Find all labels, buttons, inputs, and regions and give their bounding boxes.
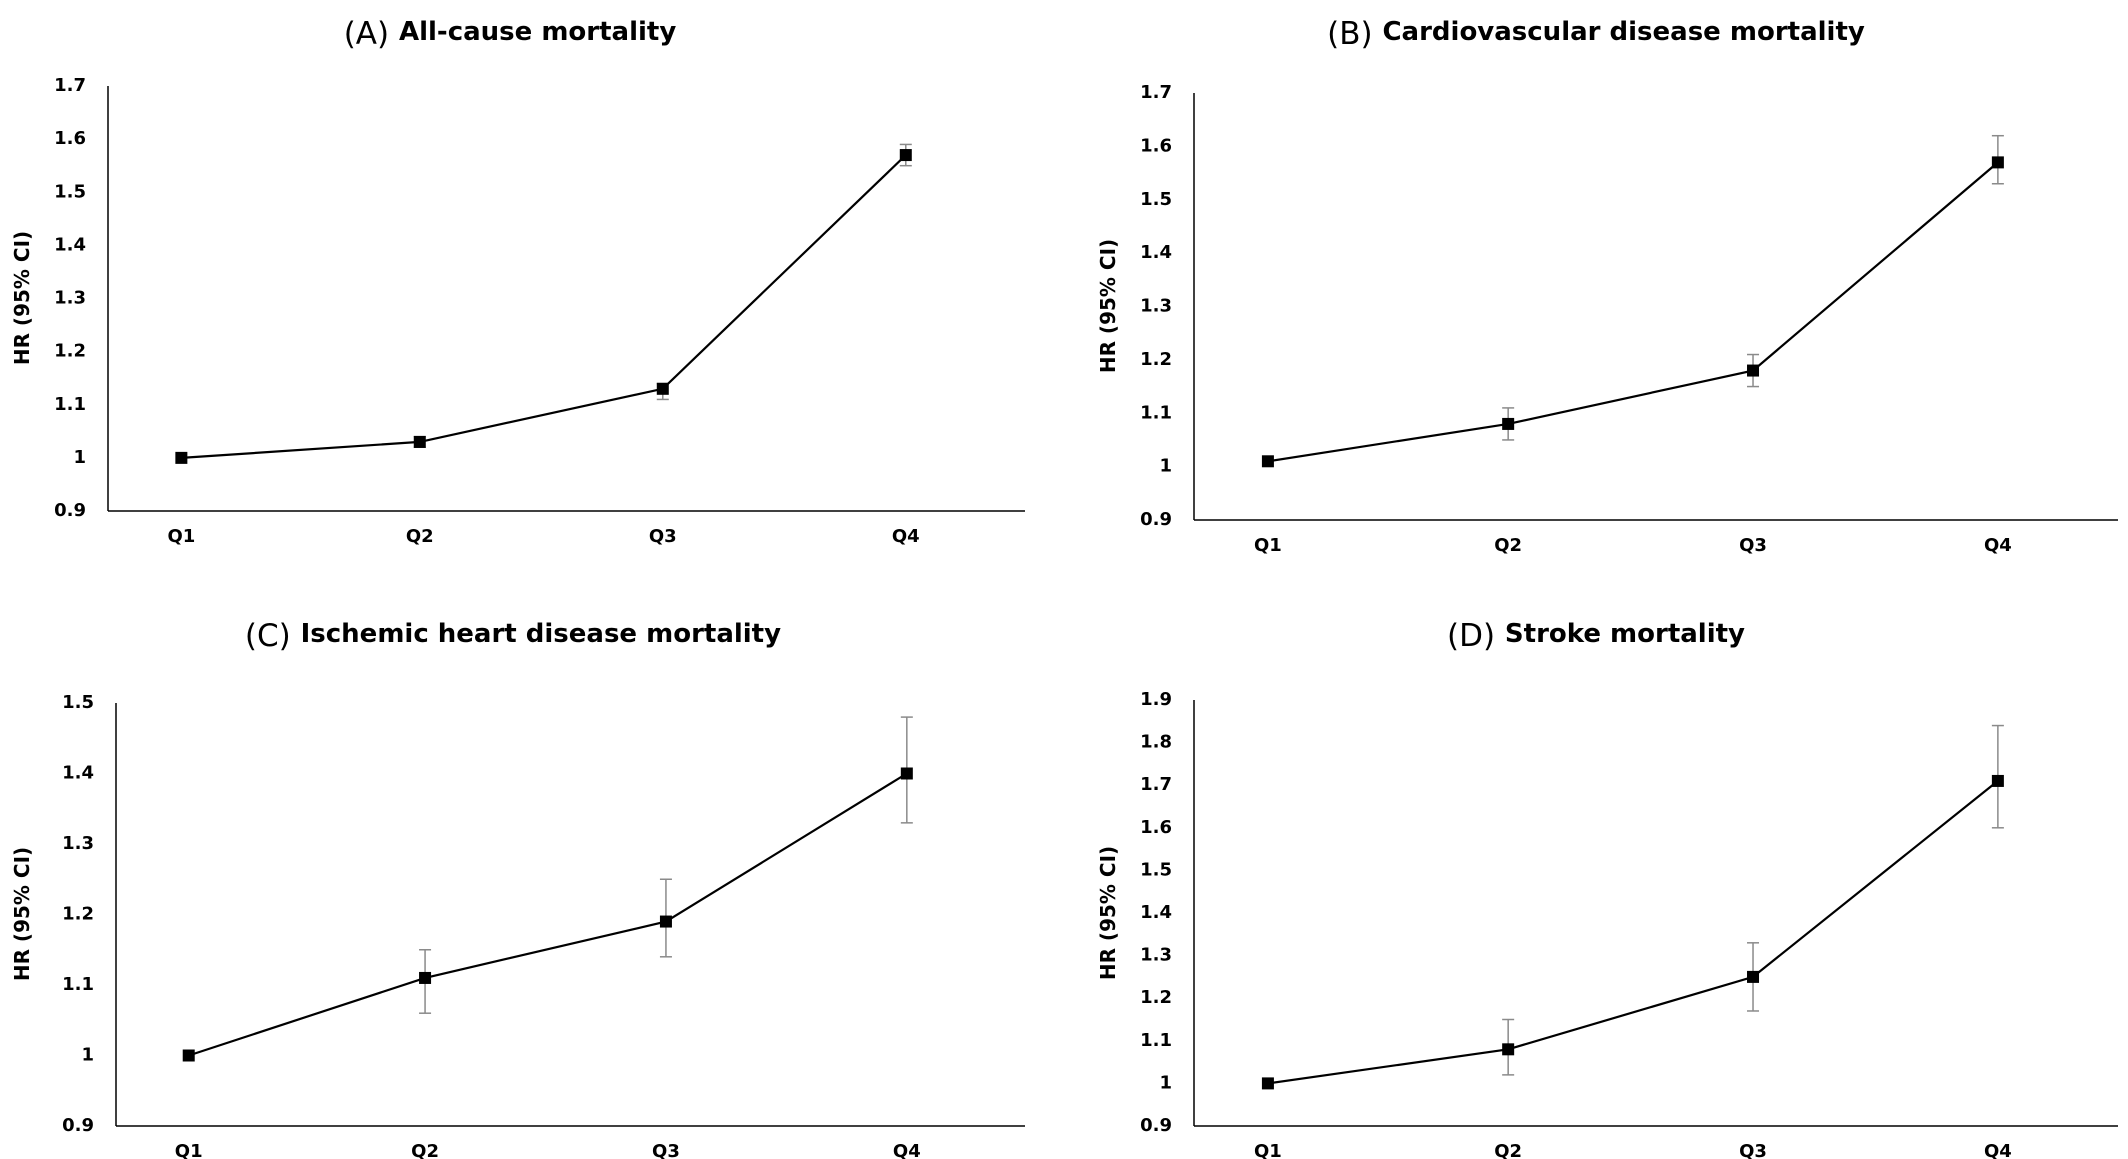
series-line xyxy=(188,772,908,1057)
data-point-q4 xyxy=(899,149,912,162)
y-axis-label: HR (95% CI) xyxy=(10,847,34,981)
y-tick-label: 0.9 xyxy=(1140,1115,1172,1136)
y-tick-label: 0.9 xyxy=(54,500,86,521)
chart-title: (A) All-cause mortality xyxy=(344,16,677,52)
chart-panel-4: (D) Stroke mortality HR (95% CI) 0.9 1 1.1 1.… xyxy=(1096,618,2118,1159)
chart-panel-label: (B) xyxy=(1327,16,1382,52)
data-point-q2 xyxy=(1502,1043,1515,1056)
data-point-q2 xyxy=(413,435,426,448)
y-axis-label: HR (95% CI) xyxy=(1096,846,1120,980)
y-tick-label: 1.7 xyxy=(54,75,86,96)
chart-title: (D) Stroke mortality xyxy=(1447,618,1745,654)
y-tick-label: 1.5 xyxy=(62,692,94,713)
data-point-q1 xyxy=(1261,1077,1274,1090)
y-tick-label: 1.7 xyxy=(1140,774,1172,795)
x-tick-label: Q1 xyxy=(1254,535,1282,556)
chart-panel-label: (A) xyxy=(344,16,399,52)
x-tick-label: Q2 xyxy=(1494,1141,1522,1159)
y-tick-label: 1.4 xyxy=(1140,242,1172,263)
x-tick-label: Q2 xyxy=(1494,535,1522,556)
data-point-q3 xyxy=(1747,364,1760,377)
y-axis-label: HR (95% CI) xyxy=(1096,239,1120,373)
x-tick-label: Q3 xyxy=(1739,1141,1767,1159)
y-tick-label: 1.3 xyxy=(1140,945,1172,966)
chart-title-text: Cardiovascular disease mortality xyxy=(1382,17,1864,47)
y-tick-label: 1 xyxy=(73,447,86,468)
y-tick-label: 1.5 xyxy=(1140,189,1172,210)
data-point-q4 xyxy=(900,767,913,780)
y-tick-label: 1.5 xyxy=(1140,859,1172,880)
data-point-q4 xyxy=(1991,774,2004,787)
series-line xyxy=(181,154,907,459)
x-tick-label: Q4 xyxy=(893,1141,921,1159)
y-tick-label: 0.9 xyxy=(1140,509,1172,530)
y-tick-label: 1.6 xyxy=(1140,135,1172,156)
chart-panel-label: (C) xyxy=(245,618,301,654)
data-point-q2 xyxy=(1502,417,1515,430)
data-point-q1 xyxy=(1261,455,1274,468)
x-tick-label: Q2 xyxy=(411,1141,439,1159)
y-tick-label: 1.5 xyxy=(54,181,86,202)
chart-title-text: All-cause mortality xyxy=(399,17,676,47)
x-tick-label: Q2 xyxy=(406,526,434,547)
y-tick-label: 1.1 xyxy=(1140,402,1172,423)
data-point-q3 xyxy=(656,382,669,395)
y-tick-label: 1.2 xyxy=(1140,987,1172,1008)
x-tick-label: Q4 xyxy=(1984,535,2012,556)
y-tick-label: 1.7 xyxy=(1140,82,1172,103)
chart-title-text: Stroke mortality xyxy=(1505,619,1745,649)
x-tick-label: Q1 xyxy=(1254,1141,1282,1159)
y-tick-label: 1.3 xyxy=(54,288,86,309)
x-tick-label: Q4 xyxy=(1984,1141,2012,1159)
x-tick-label: Q3 xyxy=(649,526,677,547)
x-tick-label: Q3 xyxy=(1739,535,1767,556)
data-point-q2 xyxy=(419,971,432,984)
y-tick-label: 1 xyxy=(1159,1072,1172,1093)
y-tick-label: 0.9 xyxy=(62,1115,94,1136)
data-point-q1 xyxy=(182,1049,195,1062)
chart-title: (B) Cardiovascular disease mortality xyxy=(1327,16,1865,52)
y-tick-label: 1.9 xyxy=(1140,689,1172,710)
y-axis-label: HR (95% CI) xyxy=(10,231,34,365)
chart-title-text: Ischemic heart disease mortality xyxy=(301,619,782,649)
x-tick-label: Q1 xyxy=(167,526,195,547)
chart-title: (C) Ischemic heart disease mortality xyxy=(245,618,781,654)
x-tick-label: Q3 xyxy=(652,1141,680,1159)
y-tick-label: 1.6 xyxy=(54,128,86,149)
y-tick-label: 1.2 xyxy=(1140,349,1172,370)
y-tick-label: 1.2 xyxy=(54,341,86,362)
series-line xyxy=(1267,161,1999,463)
chart-panel-3: (C) Ischemic heart disease mortality HR (… xyxy=(10,618,1025,1159)
chart-panel-2: (B) Cardiovascular disease mortality HR (… xyxy=(1096,16,2118,556)
y-tick-label: 1.6 xyxy=(1140,817,1172,838)
x-tick-label: Q1 xyxy=(175,1141,203,1159)
y-tick-label: 1.4 xyxy=(62,763,94,784)
data-point-q4 xyxy=(1991,156,2004,169)
chart-panel-label: (D) xyxy=(1447,618,1505,654)
y-tick-label: 1.1 xyxy=(54,394,86,415)
data-point-q3 xyxy=(1747,970,1760,983)
y-tick-label: 1.2 xyxy=(62,904,94,925)
y-tick-label: 1.1 xyxy=(1140,1030,1172,1051)
y-tick-label: 1.3 xyxy=(62,833,94,854)
y-tick-label: 1.3 xyxy=(1140,296,1172,317)
y-tick-label: 1.4 xyxy=(54,234,86,255)
chart-panel-1: (A) All-cause mortality HR (95% CI) 0.9 1 1.… xyxy=(10,16,1025,547)
y-tick-label: 1.4 xyxy=(1140,902,1172,923)
series-line xyxy=(1267,780,1999,1085)
data-point-q3 xyxy=(659,915,672,928)
y-tick-label: 1.8 xyxy=(1140,732,1172,753)
y-tick-label: 1 xyxy=(1159,456,1172,477)
y-tick-label: 1.1 xyxy=(62,974,94,995)
data-point-q1 xyxy=(175,451,188,464)
y-tick-label: 1 xyxy=(81,1045,94,1066)
x-tick-label: Q4 xyxy=(892,526,920,547)
